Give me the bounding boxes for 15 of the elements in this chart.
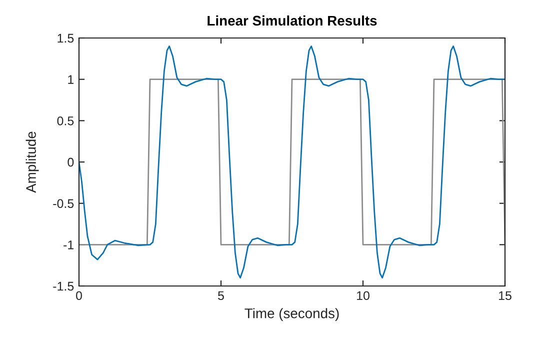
y-axis-title: Amplitude bbox=[26, 132, 39, 193]
x-tick-label: 15 bbox=[499, 291, 512, 300]
chart-title: Linear Simulation Results bbox=[208, 15, 377, 26]
y-tick-label: 1 bbox=[68, 75, 74, 84]
y-tick-label: 0.5 bbox=[57, 116, 74, 126]
line-series bbox=[79, 46, 505, 278]
y-tick-label: 1.5 bbox=[58, 34, 74, 43]
y-tick-label: -1.5 bbox=[53, 282, 74, 291]
y-tick-label: -1 bbox=[64, 240, 74, 250]
y-tick-label: -0.5 bbox=[53, 199, 74, 208]
x-tick-label: 0 bbox=[76, 291, 82, 300]
y-tick-label: 0 bbox=[68, 158, 74, 167]
x-tick-label: 5 bbox=[218, 291, 224, 300]
x-tick-label: 10 bbox=[357, 291, 370, 300]
x-axis-title: Time (seconds) bbox=[244, 308, 339, 322]
